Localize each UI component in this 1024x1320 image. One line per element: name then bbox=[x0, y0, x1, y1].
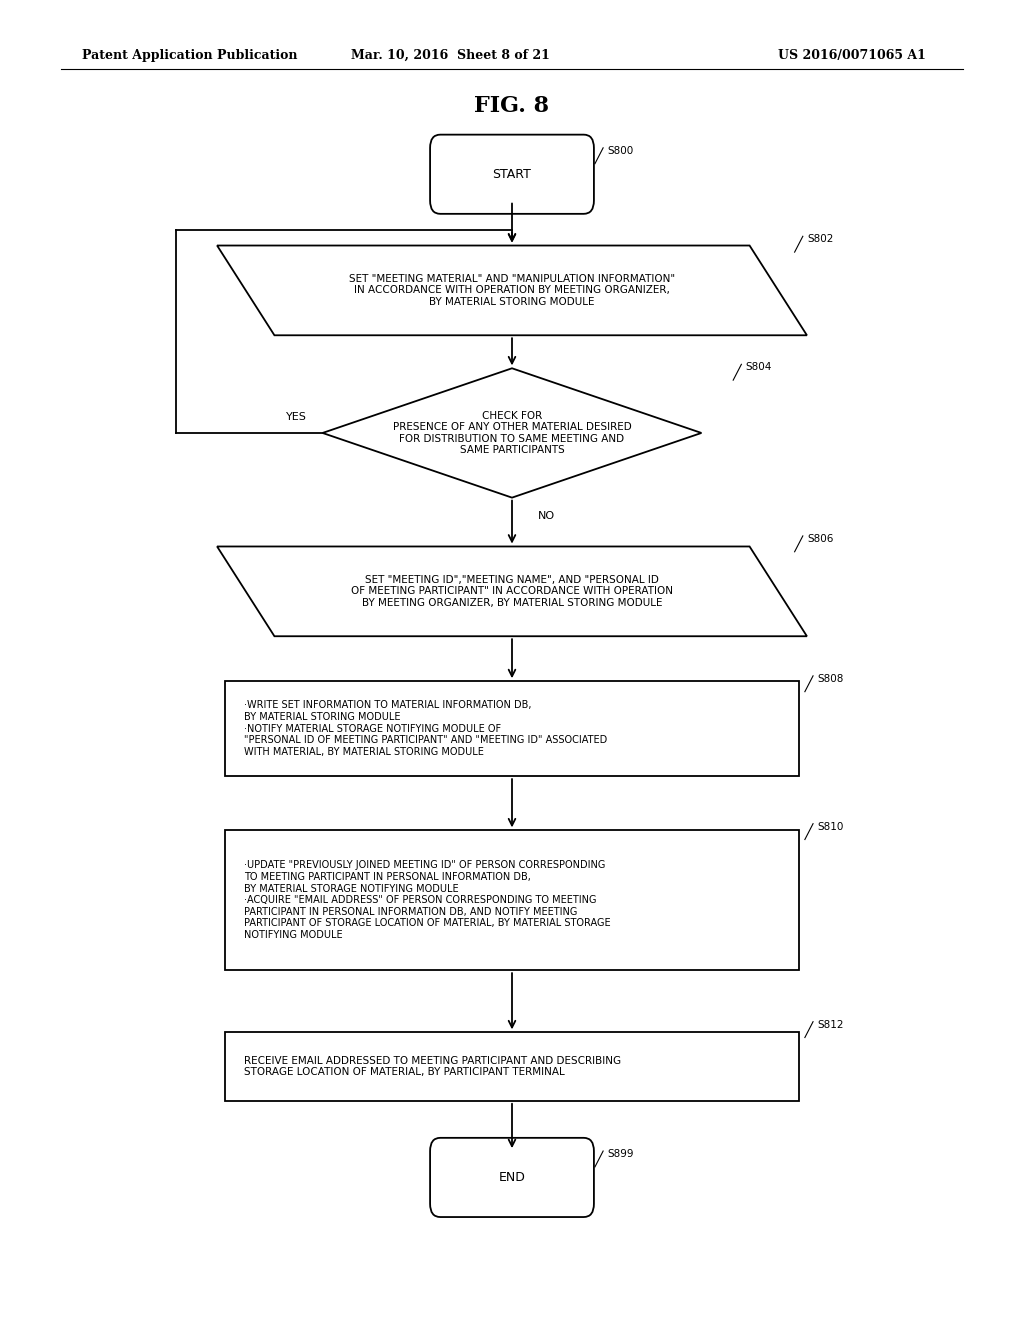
Text: S899: S899 bbox=[607, 1148, 634, 1159]
Text: RECEIVE EMAIL ADDRESSED TO MEETING PARTICIPANT AND DESCRIBING
STORAGE LOCATION O: RECEIVE EMAIL ADDRESSED TO MEETING PARTI… bbox=[244, 1056, 621, 1077]
Text: ·WRITE SET INFORMATION TO MATERIAL INFORMATION DB,
BY MATERIAL STORING MODULE
·N: ·WRITE SET INFORMATION TO MATERIAL INFOR… bbox=[244, 701, 607, 756]
Text: END: END bbox=[499, 1171, 525, 1184]
Text: S812: S812 bbox=[817, 1019, 844, 1030]
Text: YES: YES bbox=[287, 412, 307, 422]
Text: S802: S802 bbox=[807, 234, 834, 244]
Text: NO: NO bbox=[538, 511, 555, 521]
Polygon shape bbox=[323, 368, 701, 498]
Text: S800: S800 bbox=[607, 145, 634, 156]
Text: US 2016/0071065 A1: US 2016/0071065 A1 bbox=[778, 49, 926, 62]
Text: CHECK FOR
PRESENCE OF ANY OTHER MATERIAL DESIRED
FOR DISTRIBUTION TO SAME MEETIN: CHECK FOR PRESENCE OF ANY OTHER MATERIAL… bbox=[392, 411, 632, 455]
Text: S804: S804 bbox=[745, 362, 772, 372]
Polygon shape bbox=[217, 246, 807, 335]
Bar bbox=[225, 1032, 799, 1101]
Text: ·UPDATE "PREVIOUSLY JOINED MEETING ID" OF PERSON CORRESPONDING
TO MEETING PARTIC: ·UPDATE "PREVIOUSLY JOINED MEETING ID" O… bbox=[244, 861, 610, 940]
FancyBboxPatch shape bbox=[430, 1138, 594, 1217]
Text: FIG. 8: FIG. 8 bbox=[474, 95, 550, 116]
Polygon shape bbox=[217, 546, 807, 636]
Bar bbox=[225, 681, 799, 776]
Text: S806: S806 bbox=[807, 533, 834, 544]
FancyBboxPatch shape bbox=[430, 135, 594, 214]
Bar bbox=[225, 830, 799, 970]
Text: Mar. 10, 2016  Sheet 8 of 21: Mar. 10, 2016 Sheet 8 of 21 bbox=[351, 49, 550, 62]
Text: S810: S810 bbox=[817, 821, 844, 832]
Text: SET "MEETING ID","MEETING NAME", AND "PERSONAL ID
OF MEETING PARTICIPANT" IN ACC: SET "MEETING ID","MEETING NAME", AND "PE… bbox=[351, 574, 673, 609]
Text: SET "MEETING MATERIAL" AND "MANIPULATION INFORMATION"
IN ACCORDANCE WITH OPERATI: SET "MEETING MATERIAL" AND "MANIPULATION… bbox=[349, 273, 675, 308]
Text: START: START bbox=[493, 168, 531, 181]
Text: Patent Application Publication: Patent Application Publication bbox=[82, 49, 297, 62]
Text: S808: S808 bbox=[817, 673, 844, 684]
